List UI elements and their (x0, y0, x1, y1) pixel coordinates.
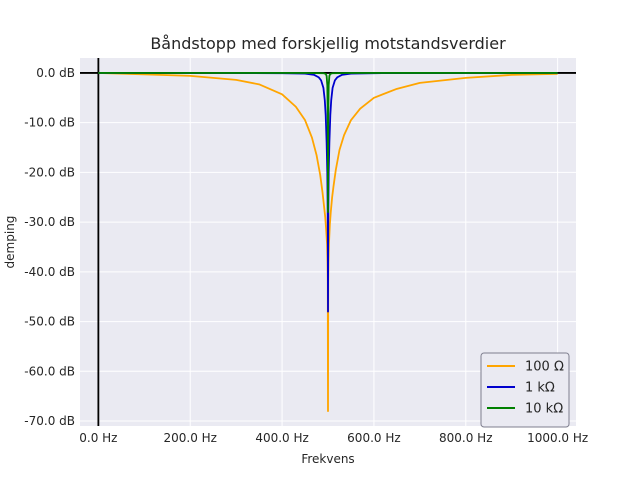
y-tick-label: -50.0 dB (24, 315, 75, 329)
legend-label: 1 kΩ (525, 381, 555, 396)
legend-label: 100 Ω (525, 360, 564, 375)
series-line-1 (98, 72, 558, 412)
y-tick-label: -30.0 dB (24, 215, 75, 229)
x-tick-label: 800.0 Hz (439, 431, 493, 445)
y-axis-label: demping (3, 216, 17, 269)
x-tick-label: 1000.0 Hz (527, 431, 588, 445)
x-tick-labels: 0.0 Hz 200.0 Hz 400.0 Hz 600.0 Hz 800.0 Hz 10… (79, 431, 588, 445)
legend: 100 Ω 1 kΩ 10 kΩ (480, 352, 570, 428)
legend-label: 10 kΩ (525, 402, 563, 417)
x-tick-label: 0.0 Hz (79, 431, 117, 445)
y-tick-label: -70.0 dB (24, 414, 75, 428)
x-axis-label: Frekvens (301, 452, 354, 466)
y-tick-labels: 0.0 dB -10.0 dB -20.0 dB -30.0 dB -40.0 dB -5… (24, 66, 75, 428)
series-lines (98, 72, 558, 412)
chart-title: Båndstopp med forskjellig motstandsverdi… (150, 34, 506, 53)
series-line-3 (98, 72, 558, 214)
series-line-2 (98, 72, 558, 313)
x-tick-label: 400.0 Hz (255, 431, 309, 445)
y-tick-label: -20.0 dB (24, 165, 75, 179)
y-tick-label: -60.0 dB (24, 364, 75, 378)
x-tick-label: 600.0 Hz (347, 431, 401, 445)
y-tick-label: -40.0 dB (24, 265, 75, 279)
y-tick-label: 0.0 dB (36, 66, 75, 80)
x-tick-label: 200.0 Hz (163, 431, 217, 445)
y-tick-label: -10.0 dB (24, 116, 75, 130)
